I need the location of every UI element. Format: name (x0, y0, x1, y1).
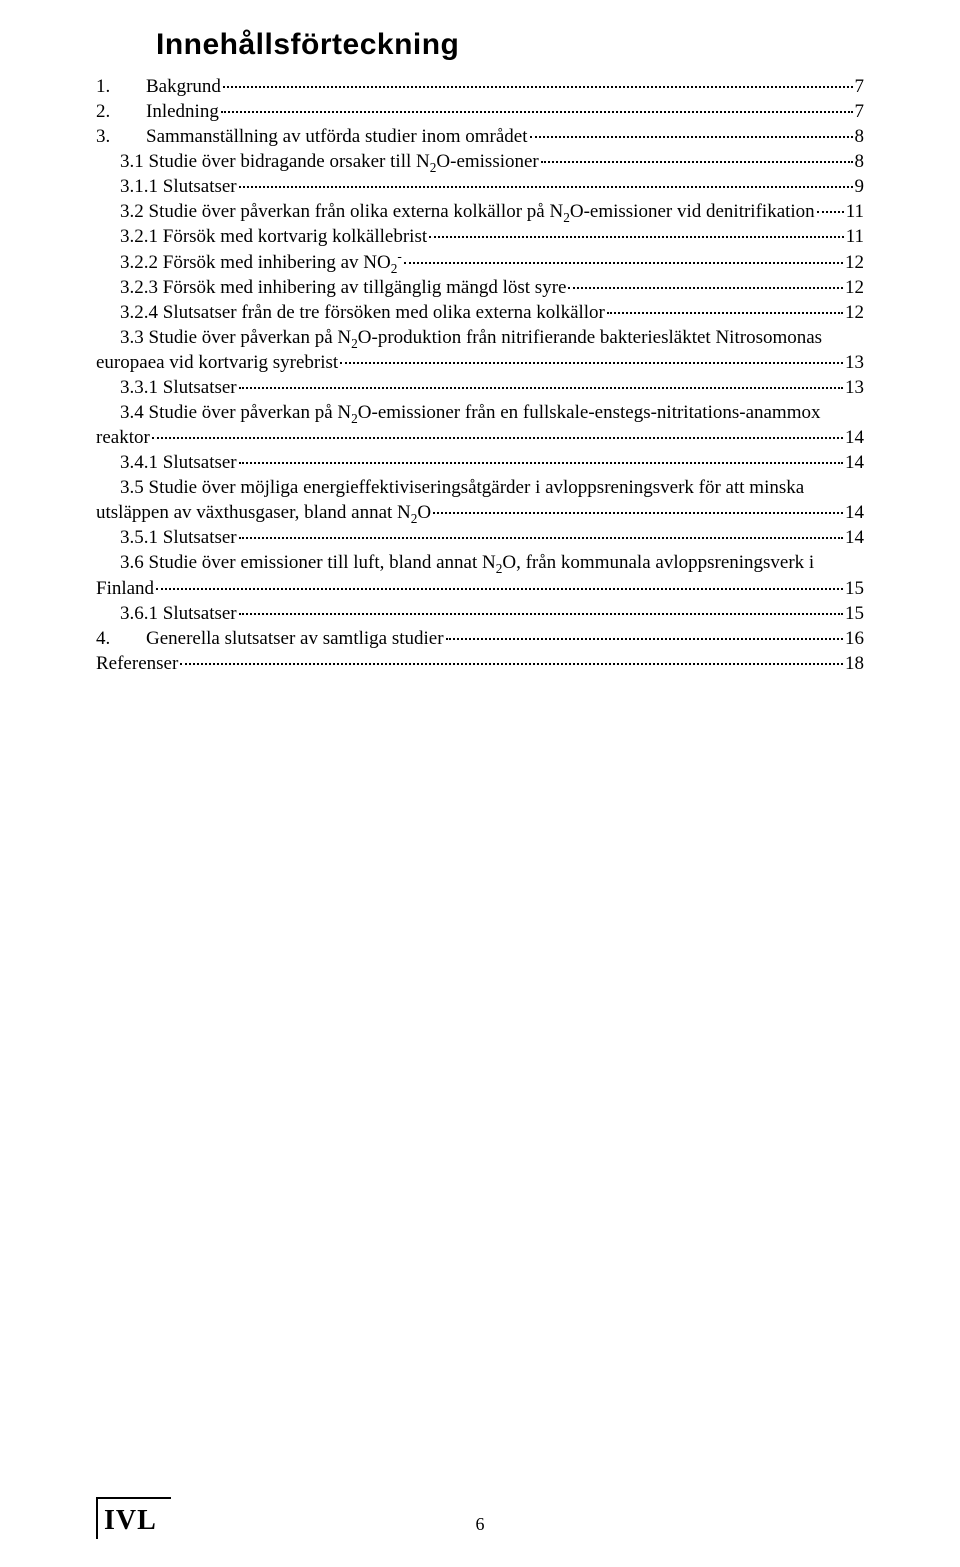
toc-page-number: 7 (855, 74, 865, 99)
toc-label: 2.Inledning (96, 99, 219, 124)
toc-label: 3.4.1 Slutsatser (120, 450, 237, 475)
toc-page-number: 14 (845, 425, 864, 450)
toc-entry: Referenser 18 (96, 651, 864, 676)
toc-label: 3.6 Studie över emissioner till luft, bl… (120, 550, 814, 575)
toc-label: 3.2.3 Försök med inhibering av tillgängl… (120, 275, 566, 300)
toc-leader (239, 537, 843, 539)
toc-page-number: 14 (845, 500, 864, 525)
toc-entry-continuation: utsläppen av växthusgaser, bland annat N… (96, 500, 864, 525)
toc-leader (239, 613, 843, 615)
toc-page-number: 12 (845, 275, 864, 300)
toc-page-number: 18 (845, 651, 864, 676)
toc-label: 1.Bakgrund (96, 74, 221, 99)
toc-page-number: 15 (845, 601, 864, 626)
toc-entry: 3.2.3 Försök med inhibering av tillgängl… (96, 275, 864, 300)
toc-entry: 3.6 Studie över emissioner till luft, bl… (96, 550, 864, 575)
toc-entry: 3.4 Studie över påverkan på N2O-emission… (96, 400, 864, 425)
toc-entry: 3.3.1 Slutsatser 13 (96, 375, 864, 400)
toc-leader (223, 86, 853, 88)
toc-leader (446, 638, 843, 640)
toc-label: 3.2.1 Försök med kortvarig kolkällebrist (120, 224, 427, 249)
toc-entry: 3.1.1 Slutsatser 9 (96, 174, 864, 199)
toc-leader (180, 663, 843, 665)
page-number: 6 (476, 1514, 485, 1535)
toc-page-number: 12 (845, 250, 864, 275)
toc-leader (152, 437, 843, 439)
toc-label: 3.5 Studie över möjliga energieffektivis… (120, 475, 804, 500)
toc-entry: 3.Sammanställning av utförda studier ino… (96, 124, 864, 149)
toc-leader (340, 362, 843, 364)
toc-label: 3.2.2 Försök med inhibering av NO2- (120, 250, 402, 275)
toc-entry-continuation: europaea vid kortvarig syrebrist 13 (96, 350, 864, 375)
toc-label: 4.Generella slutsatser av samtliga studi… (96, 626, 444, 651)
toc-entry: 2.Inledning 7 (96, 99, 864, 124)
toc-leader (530, 136, 853, 138)
toc-label: 3.5.1 Slutsatser (120, 525, 237, 550)
toc-leader (239, 387, 843, 389)
toc-leader (607, 312, 843, 314)
toc-label: reaktor (96, 425, 150, 450)
toc-label: Finland (96, 576, 154, 601)
toc-page-number: 16 (845, 626, 864, 651)
toc-page-number: 14 (845, 450, 864, 475)
toc-label: 3.1.1 Slutsatser (120, 174, 237, 199)
toc-entry: 1.Bakgrund 7 (96, 74, 864, 99)
table-of-contents: 1.Bakgrund 7 2.Inledning 7 3.Sammanställning… (96, 74, 864, 676)
toc-label: europaea vid kortvarig syrebrist (96, 350, 338, 375)
toc-label: 3.6.1 Slutsatser (120, 601, 237, 626)
toc-label: 3.2 Studie över påverkan från olika exte… (120, 199, 815, 224)
toc-leader (541, 161, 853, 163)
toc-label: utsläppen av växthusgaser, bland annat N… (96, 500, 431, 525)
toc-leader (429, 236, 844, 238)
toc-page-number: 7 (855, 99, 865, 124)
toc-leader (239, 462, 843, 464)
toc-leader (817, 211, 844, 213)
toc-page-number: 14 (845, 525, 864, 550)
toc-label: 3.3.1 Slutsatser (120, 375, 237, 400)
toc-leader (404, 262, 843, 264)
toc-entry-continuation: reaktor 14 (96, 425, 864, 450)
toc-label: 3.Sammanställning av utförda studier ino… (96, 124, 528, 149)
toc-page-number: 11 (846, 199, 864, 224)
toc-entry: 3.1 Studie över bidragande orsaker till … (96, 149, 864, 174)
toc-entry: 3.4.1 Slutsatser 14 (96, 450, 864, 475)
toc-label: 3.2.4 Slutsatser från de tre försöken me… (120, 300, 605, 325)
toc-page-number: 8 (855, 124, 865, 149)
toc-entry: 3.2 Studie över påverkan från olika exte… (96, 199, 864, 224)
toc-entry: 3.6.1 Slutsatser 15 (96, 601, 864, 626)
toc-label: Referenser (96, 651, 178, 676)
toc-label: 3.3 Studie över påverkan på N2O-produkti… (120, 325, 822, 350)
toc-entry-continuation: Finland 15 (96, 576, 864, 601)
toc-entry: 3.2.2 Försök med inhibering av NO2- 12 (96, 250, 864, 275)
toc-leader (433, 512, 843, 514)
toc-heading: Innehållsförteckning (156, 28, 864, 62)
toc-page-number: 11 (846, 224, 864, 249)
ivl-logo: IVL (96, 1497, 171, 1539)
toc-label: 3.4 Studie över påverkan på N2O-emission… (120, 400, 821, 425)
toc-entry: 3.2.4 Slutsatser från de tre försöken me… (96, 300, 864, 325)
toc-page-number: 15 (845, 576, 864, 601)
toc-leader (156, 588, 843, 590)
toc-leader (239, 186, 853, 188)
toc-page-number: 12 (845, 300, 864, 325)
toc-entry: 3.3 Studie över påverkan på N2O-produkti… (96, 325, 864, 350)
toc-page-number: 13 (845, 350, 864, 375)
toc-entry: 4.Generella slutsatser av samtliga studi… (96, 626, 864, 651)
page-footer: IVL 6 (0, 1497, 960, 1539)
toc-entry: 3.5 Studie över möjliga energieffektivis… (96, 475, 864, 500)
toc-leader (568, 287, 843, 289)
toc-page-number: 9 (855, 174, 865, 199)
toc-page-number: 8 (855, 149, 865, 174)
toc-label: 3.1 Studie över bidragande orsaker till … (120, 149, 539, 174)
toc-page-number: 13 (845, 375, 864, 400)
toc-entry: 3.2.1 Försök med kortvarig kolkällebrist… (96, 224, 864, 249)
toc-leader (221, 111, 853, 113)
toc-entry: 3.5.1 Slutsatser 14 (96, 525, 864, 550)
